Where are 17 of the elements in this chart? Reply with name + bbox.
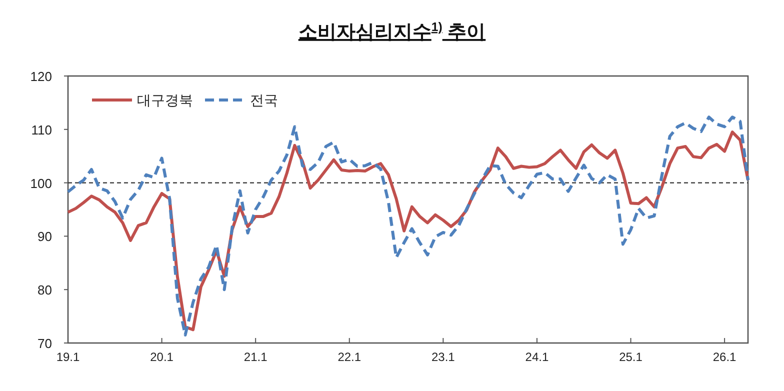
- y-tick-label: 80: [38, 282, 52, 298]
- y-tick-label: 100: [30, 176, 52, 191]
- legend-label: 전국: [250, 92, 278, 108]
- legend-label: 대구경북: [137, 92, 193, 108]
- x-tick-label: 20.1: [150, 350, 174, 364]
- x-tick-label: 22.1: [338, 350, 362, 364]
- x-tick-label: 21.1: [244, 350, 268, 364]
- y-tick-label: 90: [38, 229, 52, 244]
- chart-title: 소비자심리지수$^{1)}$ 추이: [298, 20, 486, 43]
- x-tick-label: 23.1: [431, 350, 456, 364]
- y-tick-label: 120: [30, 69, 52, 84]
- x-tick-label: 26.1: [712, 350, 737, 364]
- y-tick-label: 70: [38, 336, 52, 351]
- x-tick-label: 19.1: [56, 350, 80, 364]
- x-tick-label: 25.1: [619, 350, 643, 364]
- y-tick-label: 110: [31, 122, 52, 138]
- x-tick-label: 24.1: [525, 350, 549, 364]
